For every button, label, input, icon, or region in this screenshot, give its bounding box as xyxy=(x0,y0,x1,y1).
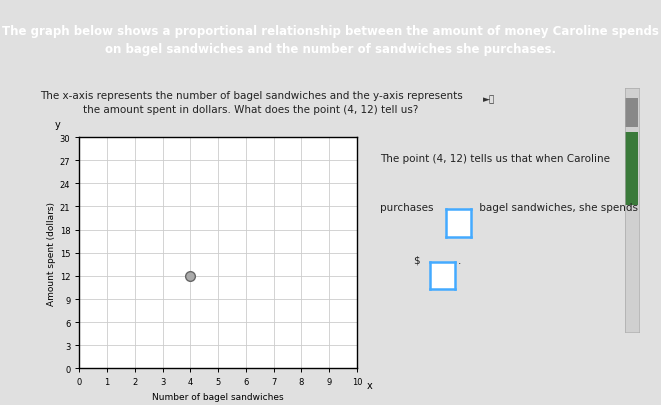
Text: The graph below shows a proportional relationship between the amount of money Ca: The graph below shows a proportional rel… xyxy=(2,25,659,56)
Text: bagel sandwiches, she spends: bagel sandwiches, she spends xyxy=(476,202,638,213)
X-axis label: Number of bagel sandwiches: Number of bagel sandwiches xyxy=(152,392,284,401)
Text: x: x xyxy=(367,380,372,390)
Text: $: $ xyxy=(413,255,420,265)
Text: .: . xyxy=(458,255,461,265)
Bar xyxy=(625,99,639,128)
Bar xyxy=(625,133,639,206)
Text: The point (4, 12) tells us that when Caroline: The point (4, 12) tells us that when Car… xyxy=(380,154,610,164)
Text: The x-axis represents the number of bagel sandwiches and the y-axis represents
t: The x-axis represents the number of bage… xyxy=(40,91,463,115)
Text: purchases: purchases xyxy=(380,202,437,213)
Text: y: y xyxy=(54,120,60,130)
Text: ►⧸: ►⧸ xyxy=(483,96,495,104)
Y-axis label: Amount spent (dollars): Amount spent (dollars) xyxy=(46,201,56,305)
